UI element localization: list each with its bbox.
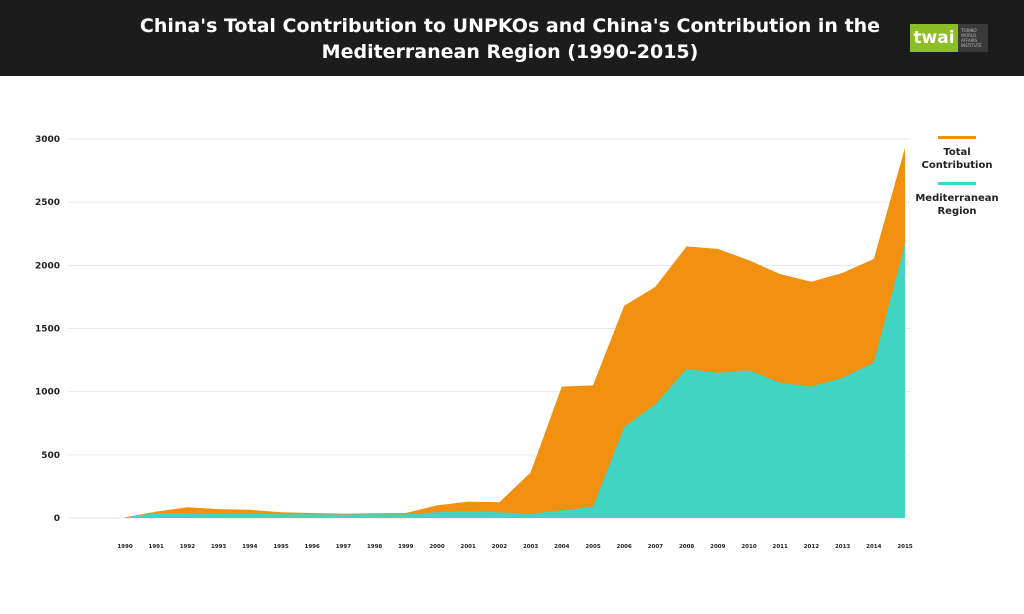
x-tick-label: 2005 <box>585 544 600 550</box>
logo-subtext: TORINO WORLD AFFAIRS INSTITUTE <box>961 28 982 48</box>
chart-title: China's Total Contribution to UNPKOs and… <box>139 15 881 63</box>
y-tick-labels: 0 500 1000 1500 2000 2500 3000 <box>35 135 60 524</box>
legend: Total Contribution Mediterranean Region <box>915 136 999 228</box>
legend-label-mediterranean: Mediterranean Region <box>915 193 999 217</box>
x-tick-label: 2006 <box>617 544 632 550</box>
x-tick-label: 1990 <box>117 544 132 550</box>
x-tick-label: 2010 <box>741 544 756 550</box>
x-tick-label: 2008 <box>679 544 694 550</box>
series-areas <box>125 147 905 519</box>
area-mediterranean-region <box>125 243 905 519</box>
x-tick-label: 1994 <box>242 544 257 550</box>
logo-mark: twai <box>910 24 958 52</box>
x-tick-label: 1993 <box>211 544 226 550</box>
legend-item-total: Total Contribution <box>915 136 999 172</box>
y-tick-label: 3000 <box>35 135 60 145</box>
x-tick-label: 1997 <box>336 544 351 550</box>
legend-item-mediterranean: Mediterranean Region <box>915 182 999 218</box>
x-tick-label: 2007 <box>648 544 663 550</box>
y-tick-label: 2500 <box>35 198 60 208</box>
twai-logo: twai TORINO WORLD AFFAIRS INSTITUTE <box>910 24 988 52</box>
x-tick-label: 1991 <box>149 544 164 550</box>
legend-swatch-mediterranean <box>938 182 976 185</box>
y-tick-label: 0 <box>54 514 60 524</box>
y-tick-label: 2000 <box>35 261 60 271</box>
gridlines <box>68 138 910 519</box>
legend-swatch-total <box>938 136 976 139</box>
x-tick-label: 2001 <box>461 544 476 550</box>
x-tick-label: 2011 <box>773 544 788 550</box>
y-tick-label: 1500 <box>35 325 60 335</box>
y-tick-label: 500 <box>41 451 60 461</box>
x-tick-label: 1998 <box>367 544 382 550</box>
x-tick-label: 2004 <box>554 544 569 550</box>
chart-header: China's Total Contribution to UNPKOs and… <box>0 0 1024 76</box>
x-tick-label: 1992 <box>180 544 195 550</box>
x-tick-label: 2000 <box>429 544 444 550</box>
x-tick-label: 2013 <box>835 544 850 550</box>
x-tick-label: 2015 <box>897 544 912 550</box>
y-tick-label: 1000 <box>35 388 60 398</box>
x-tick-label: 2014 <box>866 544 881 550</box>
x-tick-labels: 1990 1991 1992 1993 1994 1995 1996 1997 1998 1999… <box>117 544 912 550</box>
x-tick-label: 2009 <box>710 544 725 550</box>
x-tick-label: 2012 <box>804 544 819 550</box>
x-tick-label: 1996 <box>305 544 320 550</box>
legend-label-total: Total Contribution <box>921 147 993 171</box>
x-tick-label: 2003 <box>523 544 538 550</box>
x-tick-label: 1999 <box>398 544 413 550</box>
x-tick-label: 1995 <box>273 544 288 550</box>
x-tick-label: 2002 <box>492 544 507 550</box>
